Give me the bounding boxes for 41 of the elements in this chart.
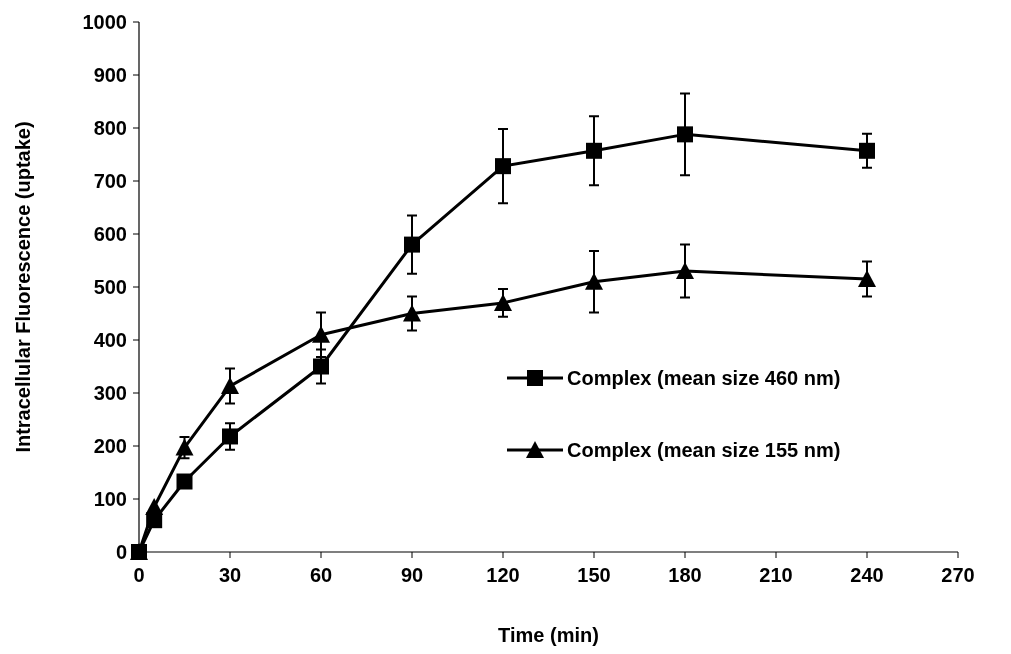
x-tick-label: 90	[400, 564, 424, 586]
point	[222, 428, 238, 445]
x-tick-label: 0	[133, 564, 145, 586]
legend-label: Complex (mean size 460 nm)	[567, 367, 841, 389]
point	[145, 497, 164, 515]
point	[312, 325, 330, 343]
x-axis-title: Time (min)	[498, 624, 599, 646]
y-tick-label: 300	[93, 382, 127, 404]
y-tick-label: 800	[93, 117, 127, 139]
x-tick-label: 180	[668, 564, 702, 586]
point	[586, 142, 602, 159]
y-tick-label: 0	[115, 541, 127, 563]
point	[221, 377, 239, 395]
point	[858, 270, 876, 288]
point	[176, 473, 193, 490]
x-tick-label: 60	[309, 564, 333, 586]
point	[495, 158, 511, 175]
x-tick-label: 30	[218, 564, 242, 586]
x-tick-label: 150	[577, 564, 611, 586]
point	[403, 304, 421, 322]
y-tick-label: 1000	[82, 11, 127, 33]
point	[585, 272, 603, 290]
point	[175, 438, 194, 456]
y-tick-label: 700	[93, 170, 127, 192]
x-tick-label: 210	[759, 564, 793, 586]
x-tick-label: 120	[486, 564, 520, 586]
y-tick-label: 400	[93, 329, 127, 351]
y-tick-label: 200	[93, 435, 127, 457]
y-tick-label: 500	[93, 276, 127, 298]
point	[677, 126, 693, 143]
y-tick-label: 900	[93, 64, 127, 86]
x-tick-label: 240	[850, 564, 884, 586]
y-axis-title: Intracellular Fluorescence (uptake)	[12, 121, 34, 453]
point	[313, 358, 329, 375]
y-tick-label: 100	[93, 488, 127, 510]
point	[676, 262, 694, 280]
point	[859, 142, 875, 159]
legend-label: Complex (mean size 155 nm)	[567, 439, 841, 461]
point	[404, 236, 420, 253]
y-tick-label: 600	[93, 223, 127, 245]
x-tick-label: 270	[941, 564, 975, 586]
